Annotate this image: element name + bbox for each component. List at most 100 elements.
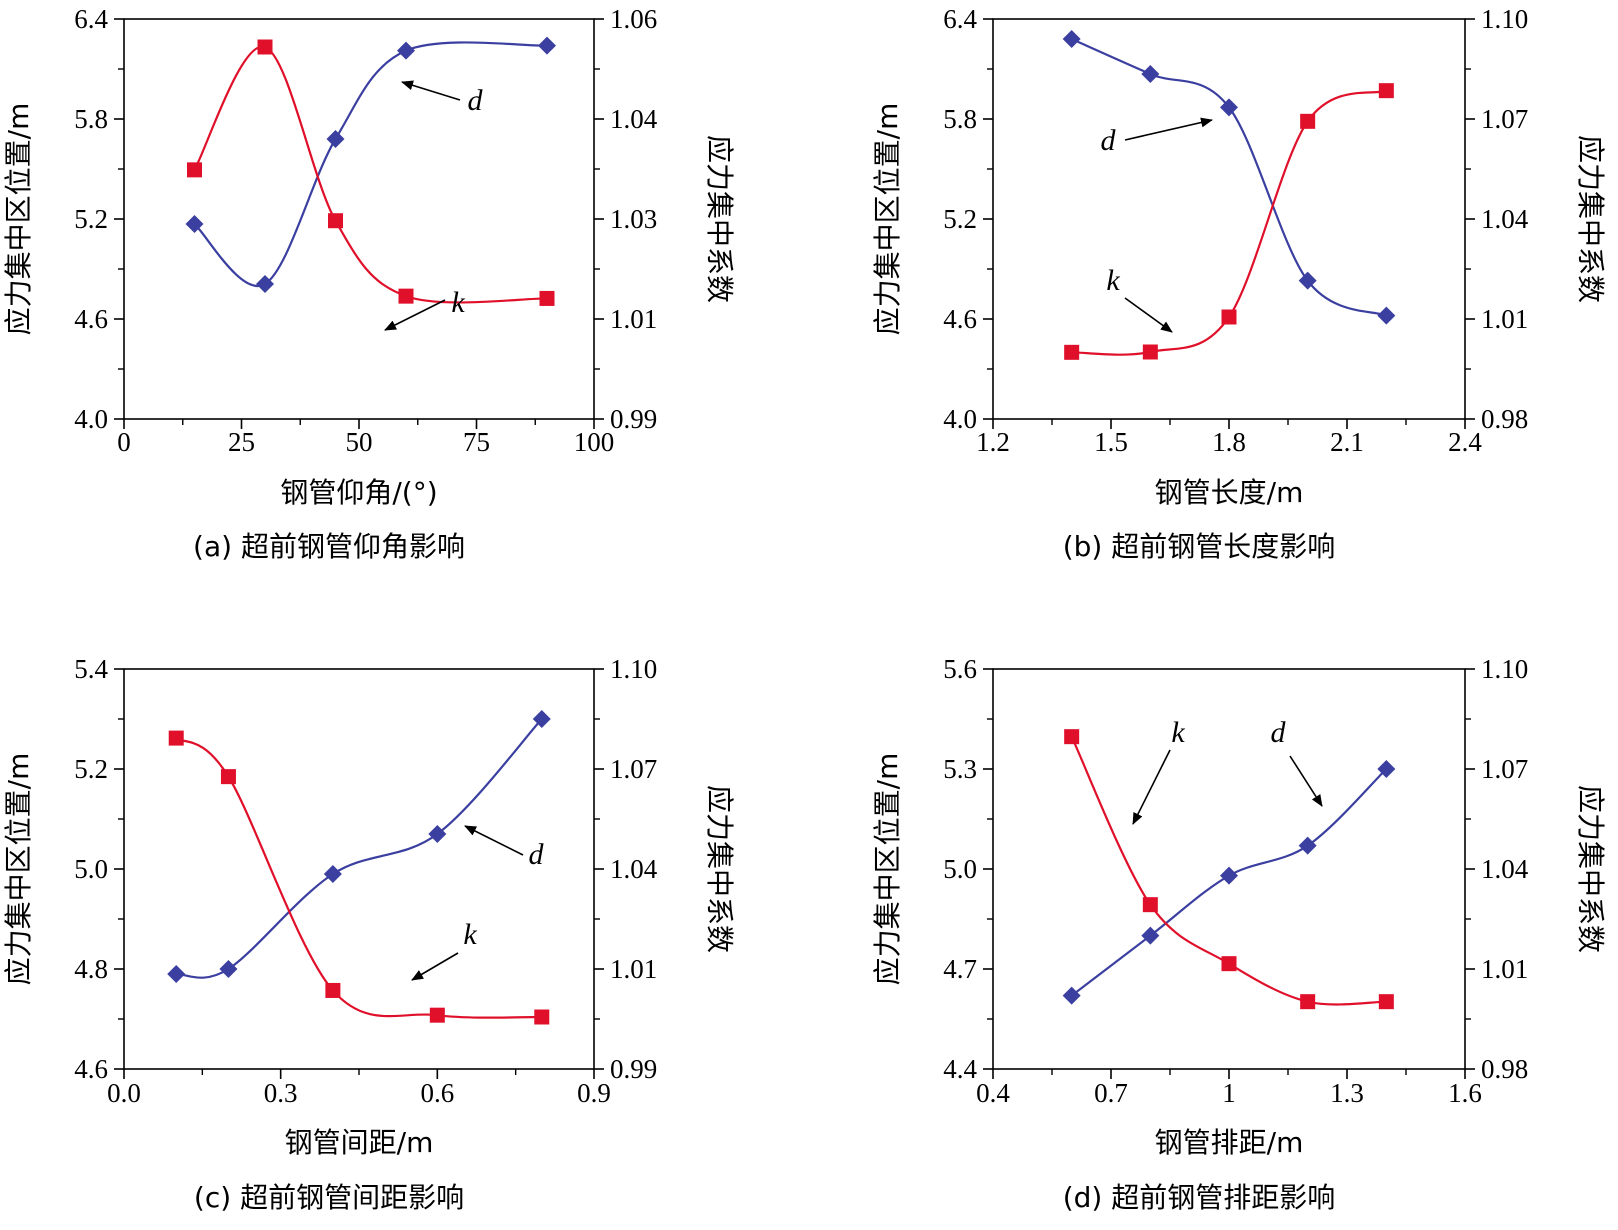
data-point-k <box>1221 956 1237 972</box>
annotation-arrow-d <box>1289 755 1323 807</box>
y-tick-label: 4.8 <box>74 954 108 984</box>
y-tick-label: 5.0 <box>74 854 108 884</box>
y-tick-label: 6.4 <box>74 4 108 34</box>
data-point-k <box>1221 309 1237 325</box>
annotation-arrow-k <box>1132 749 1171 825</box>
annotation-arrow-k <box>411 952 459 981</box>
y2-tick-label: 1.01 <box>1481 304 1528 334</box>
annotation-arrow-k <box>384 299 446 331</box>
y2-tick-label: 1.01 <box>1481 954 1528 984</box>
y-axis-title: 应力集中区位置/m <box>2 753 35 986</box>
data-point-d <box>397 41 415 60</box>
data-point-k <box>1064 344 1080 360</box>
panel-caption: (d) 超前钢管排距影响 <box>1063 1181 1336 1214</box>
y-tick-label: 5.8 <box>943 104 977 134</box>
y2-tick-label: 1.04 <box>610 854 658 884</box>
x-tick-label: 1.3 <box>1330 1078 1364 1108</box>
y2-tick-label: 1.10 <box>1481 654 1528 684</box>
chart-panel-2: 1.2 1.5 1.8 2.1 2.4 4.0 4.6 5.2 5.8 6.4 0.98 1.01 1.… <box>871 4 1607 563</box>
chart-panel-4: 0.4 0.7 1 1.3 1.6 4.4 4.7 5.0 5.3 5.6 0.98 1.01 1.04… <box>871 654 1607 1214</box>
y2-axis-title: 应力集中系数 <box>703 135 736 303</box>
data-point-k <box>1300 113 1316 129</box>
plot-frame <box>992 18 1466 420</box>
y-tick-label: 4.6 <box>74 1054 108 1084</box>
y2-axis-title: 应力集中系数 <box>1574 135 1607 303</box>
x-tick-label: 1.6 <box>1448 1078 1482 1108</box>
series-line-k <box>193 45 548 304</box>
x-axis-title: 钢管仰角/(°) <box>280 476 437 509</box>
data-point-d <box>1298 271 1317 290</box>
y-tick-label: 5.0 <box>943 854 977 884</box>
data-point-d <box>532 710 551 728</box>
x-tick-label: 0.6 <box>420 1078 454 1108</box>
annotation-arrow-d <box>1124 117 1213 141</box>
annotation-label-k: k <box>451 286 465 319</box>
data-point-k <box>257 39 273 55</box>
y-tick-label: 4.4 <box>943 1054 977 1084</box>
y-tick-label: 5.2 <box>943 204 977 234</box>
data-point-k <box>1142 344 1158 360</box>
data-point-k <box>1300 994 1316 1010</box>
x-axis-title: 钢管长度/m <box>1155 476 1304 509</box>
series-line-d <box>176 718 543 979</box>
y-tick-label: 5.8 <box>74 104 108 134</box>
x-tick-label: 0.7 <box>1094 1078 1128 1108</box>
x-tick-label: 50 <box>346 427 373 457</box>
data-point-k <box>328 213 343 229</box>
y-axis-title: 应力集中区位置/m <box>871 103 904 336</box>
series-line-k <box>1070 736 1387 1006</box>
x-tick-label: 0 <box>117 427 131 457</box>
data-point-k <box>220 769 236 785</box>
y2-axis-title: 应力集中系数 <box>1574 785 1607 953</box>
data-point-k <box>1378 83 1394 99</box>
data-point-d <box>1220 98 1238 117</box>
y2-tick-label: 0.98 <box>1481 1054 1528 1084</box>
x-tick-label: 1 <box>1222 1078 1236 1108</box>
x-tick-label: 1.2 <box>976 427 1010 457</box>
panel-caption: (a) 超前钢管仰角影响 <box>193 530 465 563</box>
data-point-d <box>256 275 274 293</box>
chart-panel-1: 0 25 50 75 100 4.0 4.6 5.2 5.8 6.4 0.99 1.01 1.03 1.0… <box>2 4 736 563</box>
data-point-d <box>185 215 204 233</box>
y2-tick-label: 1.07 <box>610 754 657 784</box>
y2-tick-label: 1.04 <box>1481 204 1529 234</box>
y2-tick-label: 1.06 <box>610 4 657 34</box>
y2-tick-label: 1.04 <box>1481 854 1529 884</box>
annotation-arrow-d <box>464 825 524 856</box>
data-point-k <box>325 982 341 998</box>
data-point-k <box>1142 897 1158 913</box>
annotation-label-k: k <box>1171 716 1185 749</box>
panel-caption: (c) 超前钢管间距影响 <box>194 1181 464 1214</box>
data-point-k <box>1064 729 1080 745</box>
x-tick-label: 1.5 <box>1094 427 1128 457</box>
data-point-k <box>534 1009 550 1025</box>
x-axis-title: 钢管排距/m <box>1155 1126 1304 1159</box>
x-axis-title: 钢管间距/m <box>285 1126 434 1159</box>
y-tick-label: 4.7 <box>943 954 977 984</box>
data-point-k <box>1378 994 1394 1010</box>
y2-tick-label: 1.10 <box>610 654 657 684</box>
x-tick-label: 0.0 <box>107 1078 141 1108</box>
y2-tick-label: 1.04 <box>610 104 658 134</box>
x-tick-label: 2.1 <box>1330 427 1364 457</box>
annotation-arrow-d <box>401 80 461 101</box>
data-point-d <box>1298 836 1317 855</box>
series-line-k <box>1071 89 1387 356</box>
plot-frame <box>123 668 595 1070</box>
x-tick-label: 0.3 <box>264 1078 298 1108</box>
annotation-label-d: d <box>529 838 545 871</box>
data-point-d <box>538 36 556 55</box>
y-tick-label: 6.4 <box>943 4 977 34</box>
x-tick-label: 0.4 <box>976 1078 1010 1108</box>
data-point-d <box>219 960 238 978</box>
y2-tick-label: 0.98 <box>1481 404 1528 434</box>
data-point-d <box>428 825 447 843</box>
y-tick-label: 5.2 <box>74 754 108 784</box>
y-tick-label: 4.6 <box>74 304 108 334</box>
data-point-d <box>323 865 342 883</box>
data-point-d <box>1377 760 1396 778</box>
y-tick-label: 5.6 <box>943 654 977 684</box>
y2-tick-label: 1.01 <box>610 954 657 984</box>
data-point-k <box>429 1007 445 1023</box>
data-point-d <box>1141 926 1160 945</box>
